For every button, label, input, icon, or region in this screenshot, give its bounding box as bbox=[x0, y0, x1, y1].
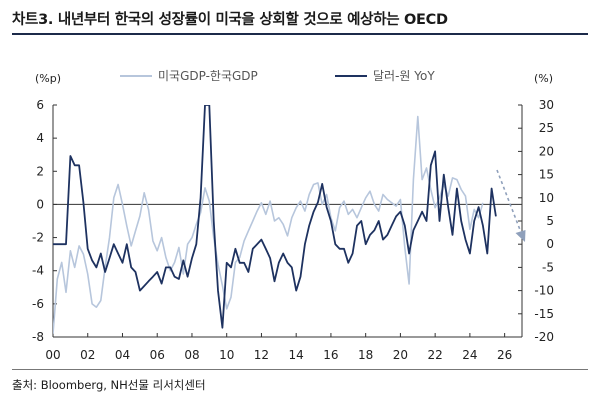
x-tick-label: 16 bbox=[323, 348, 338, 362]
x-tick-label: 10 bbox=[219, 348, 234, 362]
chart-title: 차트3. 내년부터 한국의 성장률이 미국을 상회할 것으로 예상하는 OECD bbox=[12, 12, 448, 28]
right-tick-label: -5 bbox=[542, 260, 554, 274]
right-tick-label: 0 bbox=[546, 237, 554, 251]
x-tick-label: 00 bbox=[45, 348, 60, 362]
legend-label-usdkrw: 달러-원 YoY bbox=[373, 69, 435, 83]
legend: 미국GDP-한국GDP 달러-원 YoY bbox=[120, 69, 435, 83]
x-tick-label: 02 bbox=[80, 348, 95, 362]
left-tick-label: -2 bbox=[32, 231, 44, 245]
left-tick-label: 0 bbox=[36, 197, 44, 211]
right-tick-label: -15 bbox=[534, 307, 554, 321]
legend-label-gdp-gap: 미국GDP-한국GDP bbox=[158, 69, 258, 83]
right-tick-label: 25 bbox=[539, 121, 554, 135]
x-tick-label: 12 bbox=[254, 348, 269, 362]
right-tick-label: -10 bbox=[534, 284, 554, 298]
series-gdp-gap-line bbox=[53, 115, 484, 334]
x-tick-label: 20 bbox=[393, 348, 408, 362]
x-tick-label: 18 bbox=[358, 348, 373, 362]
x-tick-label: 04 bbox=[115, 348, 130, 362]
right-tick-label: 15 bbox=[539, 168, 554, 182]
x-tick-label: 08 bbox=[184, 348, 199, 362]
right-axis-unit: (%) bbox=[534, 72, 553, 85]
left-tick-label: -6 bbox=[32, 297, 44, 311]
x-tick-label: 06 bbox=[150, 348, 165, 362]
x-tick-label: 26 bbox=[497, 348, 512, 362]
left-tick-label: -4 bbox=[32, 264, 44, 278]
left-tick-label: 4 bbox=[36, 131, 44, 145]
left-tick-label: -8 bbox=[32, 330, 44, 344]
left-tick-label: 2 bbox=[36, 164, 44, 178]
forecast-arrow bbox=[496, 169, 523, 236]
series-layer bbox=[53, 105, 497, 334]
left-axis-unit: (%p) bbox=[35, 72, 61, 85]
source-note: 출처: Bloomberg, NH선물 리서치센터 bbox=[12, 378, 206, 392]
x-tick-label: 22 bbox=[428, 348, 443, 362]
forecast-arrow-head bbox=[515, 230, 526, 242]
x-tick-label: 24 bbox=[462, 348, 477, 362]
right-tick-label: 30 bbox=[539, 98, 554, 112]
series-usdkrw-yoy-line bbox=[53, 105, 497, 329]
right-tick-label: 20 bbox=[539, 144, 554, 158]
left-tick-label: 6 bbox=[36, 98, 44, 112]
right-tick-label: 5 bbox=[546, 214, 554, 228]
footer-rule bbox=[12, 369, 588, 370]
x-tick-label: 14 bbox=[289, 348, 304, 362]
title-rule bbox=[12, 33, 588, 35]
right-tick-label: -20 bbox=[534, 330, 554, 344]
right-tick-label: 10 bbox=[539, 191, 554, 205]
